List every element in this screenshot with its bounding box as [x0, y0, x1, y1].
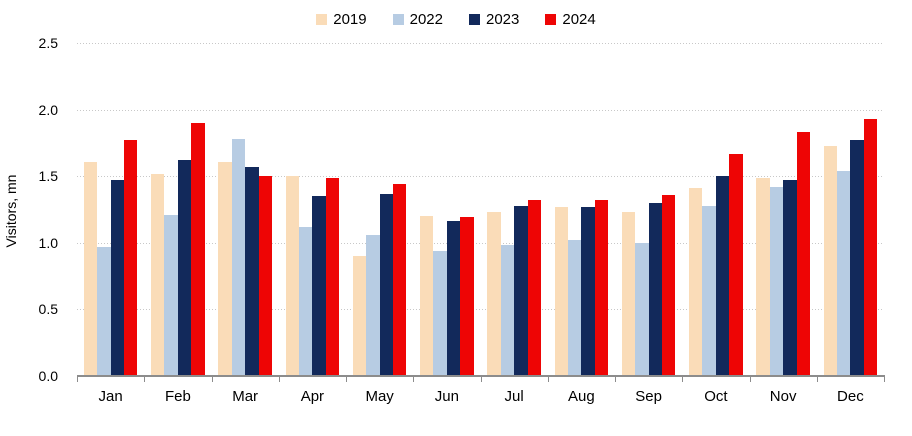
legend-label-2022: 2022	[409, 11, 443, 28]
legend-label-2023: 2023	[486, 11, 520, 28]
bar-2022-Feb	[164, 214, 178, 375]
y-tick-label-0.0: 0.0	[38, 368, 58, 384]
bar-2023-Nov	[783, 180, 797, 375]
x-tick-label-Jun: Jun	[434, 388, 459, 405]
bar-2023-Dec	[850, 140, 864, 375]
x-tick-label-Nov: Nov	[769, 388, 797, 405]
x-tick-label-Apr: Apr	[300, 388, 325, 405]
bar-2024-Dec	[863, 118, 878, 375]
x-tick-label-Aug: Aug	[568, 388, 595, 405]
x-axis-tick	[615, 375, 616, 382]
legend-item-2019: 2019	[316, 11, 367, 28]
bar-2024-Nov	[796, 132, 810, 375]
legend-swatch-2022-icon	[392, 14, 404, 25]
bar-2019-Jan	[83, 161, 98, 375]
x-axis-tick	[144, 375, 146, 382]
bar-2023-Oct	[715, 176, 730, 375]
bar-2022-Apr	[298, 226, 313, 375]
bar-2019-Aug	[554, 206, 568, 375]
bar-2024-Jun	[460, 217, 474, 375]
bar-2019-Apr	[285, 176, 299, 375]
gridline-2.0	[77, 109, 884, 111]
bar-2024-May	[393, 184, 407, 375]
bar-2022-Dec	[836, 170, 851, 375]
x-axis-tick	[346, 375, 347, 382]
bar-2024-Jul	[527, 200, 541, 375]
x-axis-tick	[682, 375, 684, 382]
bar-2023-May	[379, 193, 394, 375]
bar-2019-Sep	[621, 212, 636, 375]
x-axis-tick	[816, 375, 818, 382]
x-axis-tick	[413, 375, 415, 382]
bar-2023-Mar	[245, 166, 259, 375]
bar-2023-Aug	[581, 206, 595, 375]
bar-2024-Apr	[325, 177, 340, 375]
legend-swatch-2019-icon	[316, 14, 328, 25]
bar-2019-Mar	[218, 161, 232, 375]
bar-2024-Sep	[662, 194, 676, 375]
legend-label-2024: 2024	[562, 11, 596, 28]
bar-2023-Feb	[177, 160, 192, 375]
y-tick-label-0.5: 0.5	[38, 301, 58, 318]
x-axis-tick	[749, 375, 751, 382]
bar-2019-Dec	[823, 145, 837, 375]
legend-label-2019: 2019	[333, 11, 367, 28]
x-axis-tick	[77, 375, 78, 382]
gridline-0.5	[77, 309, 884, 311]
bar-2023-Apr	[312, 196, 326, 375]
bar-2019-May	[352, 256, 367, 375]
bar-2023-Jan	[110, 180, 125, 375]
legend-item-2022: 2022	[392, 11, 443, 28]
gridline-2.5	[77, 43, 884, 44]
bar-2022-Jun	[433, 250, 447, 375]
x-axis-tick	[884, 375, 885, 382]
legend-item-2024: 2024	[545, 11, 596, 28]
x-tick-label-May: May	[365, 388, 394, 405]
bar-2019-Jul	[487, 212, 501, 375]
bar-2024-Oct	[729, 153, 743, 375]
y-tick-label-2.0: 2.0	[38, 101, 58, 118]
x-tick-label-Dec: Dec	[837, 388, 864, 405]
bar-2022-Jul	[500, 245, 515, 375]
bar-2019-Oct	[689, 188, 703, 375]
x-axis-tick	[480, 375, 482, 382]
x-tick-label-Jul: Jul	[504, 388, 524, 405]
bar-2024-Feb	[191, 122, 205, 375]
y-axis-title: Visitors, mn	[3, 174, 19, 248]
bar-2019-Jun	[420, 216, 434, 375]
gridline-1.0	[77, 242, 884, 244]
x-tick-label-Oct: Oct	[704, 388, 728, 405]
y-tick-label-1.0: 1.0	[38, 234, 58, 251]
legend-item-2023: 2023	[469, 12, 519, 27]
bar-2022-Oct	[702, 205, 716, 375]
gridline-1.5	[77, 176, 884, 178]
bar-2022-Aug	[567, 240, 582, 375]
legend-swatch-2024-icon	[545, 14, 557, 25]
bar-2019-Nov	[756, 177, 770, 375]
x-tick-label-Mar: Mar	[232, 388, 259, 405]
bar-2019-Feb	[151, 173, 165, 375]
chart-legend: 2019 2022 2023 2024	[0, 12, 912, 27]
bar-2024-Jan	[124, 140, 138, 375]
bar-2023-Jul	[514, 205, 528, 375]
bar-2022-Sep	[635, 242, 649, 375]
bar-2024-Aug	[594, 200, 609, 375]
bar-2023-Sep	[648, 202, 663, 375]
x-axis-tick	[547, 375, 549, 382]
x-tick-label-Feb: Feb	[164, 388, 191, 405]
legend-swatch-2023-icon	[469, 14, 480, 25]
x-axis-tick	[278, 375, 280, 382]
bar-2022-Mar	[231, 138, 246, 375]
bar-2022-May	[366, 234, 380, 375]
bar-2022-Jan	[97, 246, 111, 375]
x-tick-label-Jan: Jan	[98, 388, 123, 405]
bar-2022-Nov	[769, 186, 784, 375]
x-axis-tick	[211, 375, 213, 382]
x-tick-label-Sep: Sep	[635, 388, 662, 405]
bar-2023-Jun	[446, 221, 461, 375]
y-tick-label-1.5: 1.5	[38, 168, 58, 185]
y-tick-label-2.5: 2.5	[38, 35, 58, 51]
bar-2024-Mar	[258, 176, 272, 375]
